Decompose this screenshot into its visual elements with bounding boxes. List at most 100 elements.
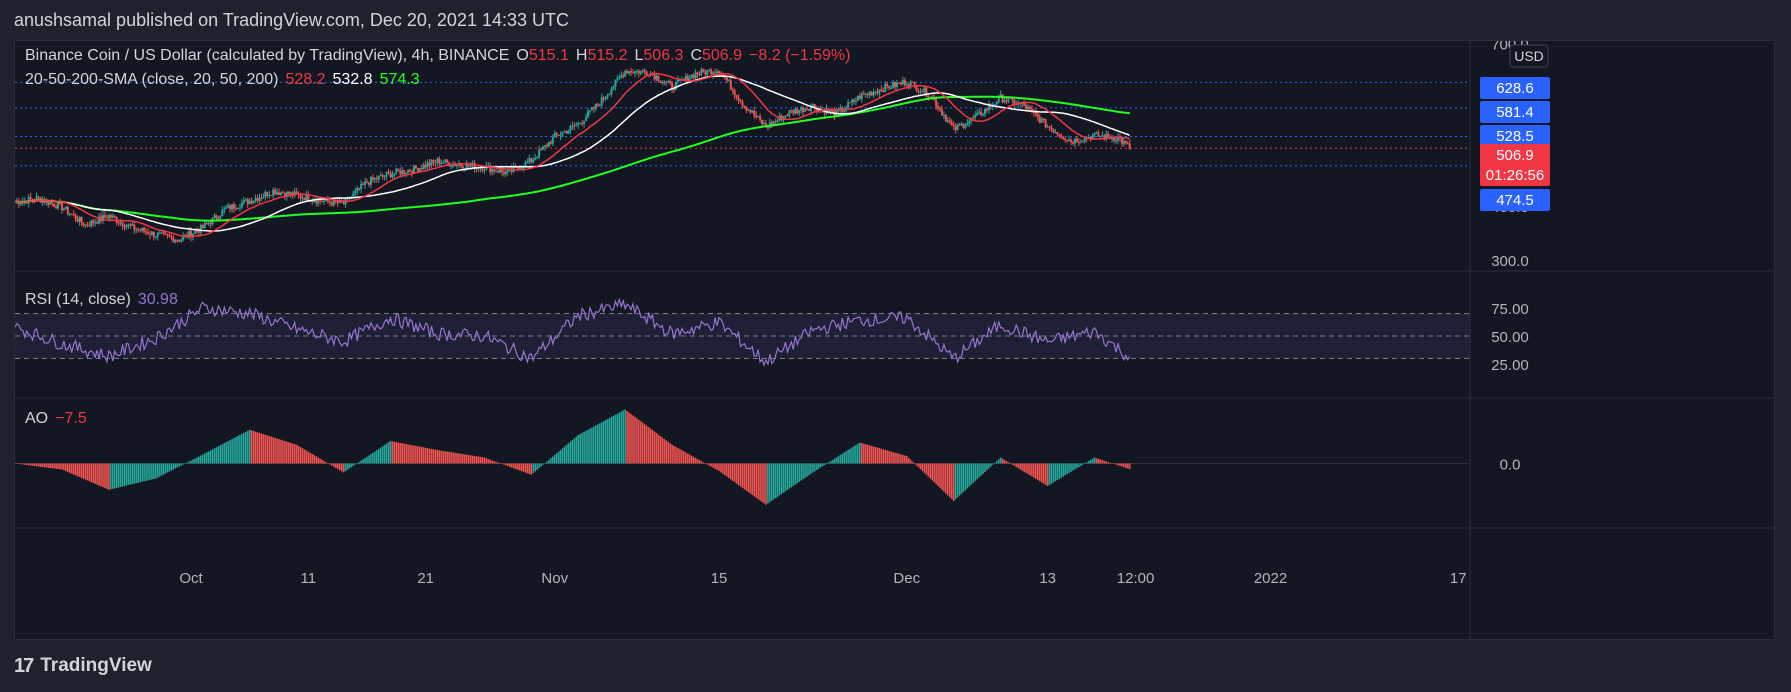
ao-bar [1126, 463, 1129, 469]
ao-bar [972, 463, 975, 483]
ao-bar [168, 463, 171, 472]
ao-bar [624, 409, 626, 464]
ao-bar [909, 459, 912, 464]
ao-bar [714, 463, 716, 469]
candle-body [588, 110, 591, 112]
candle-body [982, 114, 985, 116]
ao-bar [904, 455, 906, 464]
candle-body [37, 196, 40, 198]
candle-body [710, 69, 713, 75]
ao-bar [798, 463, 801, 482]
ao-bar [589, 428, 591, 464]
ao-bar [133, 463, 136, 484]
candle-body [831, 110, 834, 112]
candle-body [1046, 126, 1049, 128]
ao-bar [550, 458, 552, 464]
candle-body [1028, 106, 1031, 110]
candle-body [600, 97, 603, 106]
ao-bar [332, 463, 335, 467]
ao-bar [839, 455, 842, 464]
ao-bar [880, 448, 883, 464]
ao-bar [413, 445, 415, 464]
candle-body [890, 87, 893, 89]
ao-bar [59, 463, 61, 470]
candle-body [718, 71, 721, 74]
ao-bar [630, 413, 632, 464]
candle-body [62, 209, 65, 211]
ao-bar [763, 463, 765, 504]
candle-body [213, 215, 216, 218]
candle-body [252, 200, 255, 204]
ao-bar [104, 463, 106, 489]
candle-body [925, 87, 928, 97]
ao-bar [368, 455, 370, 464]
ao-bar [884, 449, 887, 464]
ao-bar [446, 451, 448, 464]
ao-bar [176, 463, 179, 468]
ao-bar [198, 456, 200, 464]
candle-body [770, 122, 773, 126]
candle-body [743, 106, 746, 108]
candle-body [858, 95, 861, 100]
ao-bar [149, 463, 151, 480]
chart-frame[interactable]: 300.0400.0700.0628.6581.4528.5506.901:26… [14, 40, 1775, 640]
ao-bar [819, 463, 822, 468]
ao-bar [405, 444, 407, 464]
ao-bar [1074, 463, 1076, 470]
candle-body [450, 165, 453, 167]
candle-body [583, 121, 586, 124]
ao-bar [239, 434, 241, 464]
candle-body [985, 108, 988, 111]
candle-body [236, 207, 239, 209]
sma200-line [15, 95, 1130, 222]
tradingview-footer[interactable]: 17 TradingView [14, 654, 152, 678]
ao-bar [890, 451, 892, 464]
ao-bar [143, 463, 145, 482]
candle-body [319, 199, 322, 202]
candle-body [567, 130, 570, 134]
candle-body [473, 162, 476, 170]
ao-bar [546, 461, 548, 464]
symbol-title: Binance Coin / US Dollar (calculated by … [25, 47, 510, 64]
candle-body [1124, 140, 1127, 144]
candle-body [737, 97, 740, 101]
candle-body [127, 224, 130, 226]
ao-bar [690, 455, 693, 464]
candle-body [702, 69, 705, 72]
candle-body [538, 149, 541, 158]
candle-body [51, 202, 54, 204]
candle-body [952, 125, 955, 127]
candle-body [111, 215, 114, 218]
ao-bar [344, 463, 347, 472]
candle-body [686, 75, 689, 82]
candle-body [892, 81, 895, 88]
ao-bar [1015, 463, 1018, 467]
candle-body [371, 177, 374, 180]
ao-bar [790, 463, 793, 488]
rsi-value: 30.98 [137, 291, 178, 308]
ao-bar [237, 435, 239, 464]
ao-bar [812, 463, 814, 473]
ao-bar [735, 463, 738, 484]
ao-bar [27, 463, 30, 466]
candle-body [332, 199, 335, 206]
price-change: −8.2 (−1.59%) [749, 47, 851, 64]
ao-bar [428, 448, 431, 464]
ao-bar [1037, 463, 1039, 481]
candle-body [328, 201, 331, 203]
chart-canvas[interactable]: 300.0400.0700.0628.6581.4528.5506.901:26… [15, 41, 1775, 640]
ao-bar [1029, 463, 1031, 476]
ao-bar [614, 414, 617, 464]
candle-body [364, 181, 367, 185]
ao-bar [409, 444, 411, 464]
candle-body [70, 213, 73, 215]
candle-body [610, 89, 613, 95]
ao-bar [686, 453, 689, 464]
ao-bar [94, 463, 96, 484]
ao-bar [1083, 463, 1086, 464]
ao-bar [481, 457, 484, 464]
ao-bar [346, 463, 349, 470]
currency-button-label: USD [1514, 48, 1544, 64]
candle-body [457, 164, 460, 166]
candle-body [661, 82, 664, 84]
